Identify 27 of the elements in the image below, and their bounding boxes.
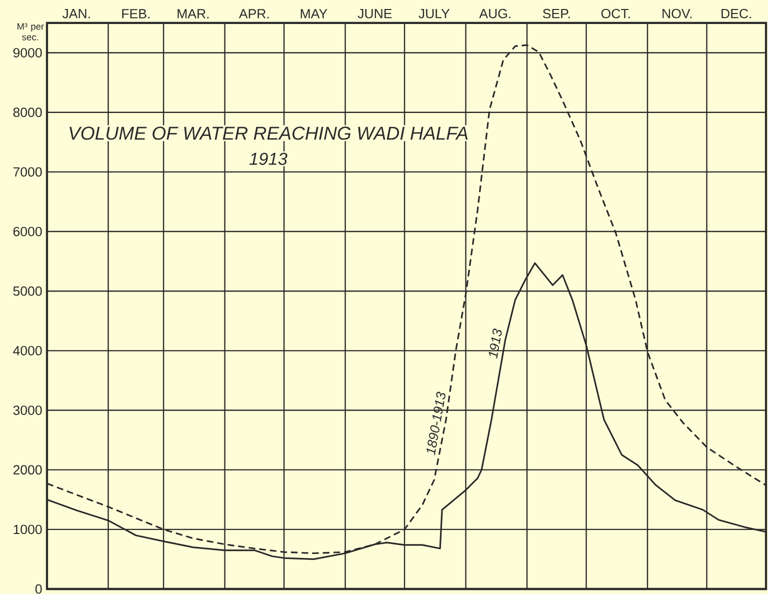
x-tick-label: NOV. xyxy=(662,8,692,18)
x-tick-label: JAN. xyxy=(62,9,90,18)
x-tick-label: JULY xyxy=(418,9,450,18)
x-tick-label: SEP. xyxy=(542,8,570,18)
x-tick-label: JUNE xyxy=(358,9,392,18)
y-axis-title: M³ per sec. xyxy=(17,23,44,40)
text: 1913 xyxy=(488,328,502,359)
y-tick-label: 8000 xyxy=(13,108,42,118)
y-tick-label: 2000 xyxy=(13,465,42,475)
x-tick-label: APR. xyxy=(238,9,269,18)
x-tick-label: DEC. xyxy=(722,8,752,18)
y-tick-label: 6000 xyxy=(13,226,42,236)
y-tick-label: 1000 xyxy=(14,524,42,534)
text: 1913 xyxy=(249,152,288,165)
x-tick-label: FEB. xyxy=(122,9,150,18)
text: VOLUME OF WATER REACHING WADI HALFA xyxy=(70,126,468,140)
y-tick-label: 4000 xyxy=(13,346,42,356)
x-tick-label: AUG. xyxy=(479,8,510,18)
y-tick-label: 3000 xyxy=(13,406,42,415)
y-tick-label: 0 xyxy=(35,584,42,594)
y-tick-label: 5000 xyxy=(13,286,42,296)
x-tick-label: MAR. xyxy=(178,9,209,18)
y-tick-label: 9000 xyxy=(13,48,42,58)
y-tick-label: 7000 xyxy=(13,167,42,177)
text: 1890-1913 xyxy=(426,392,446,456)
x-tick-label: OCT. xyxy=(601,8,630,18)
x-tick-label: MAY xyxy=(300,9,328,18)
